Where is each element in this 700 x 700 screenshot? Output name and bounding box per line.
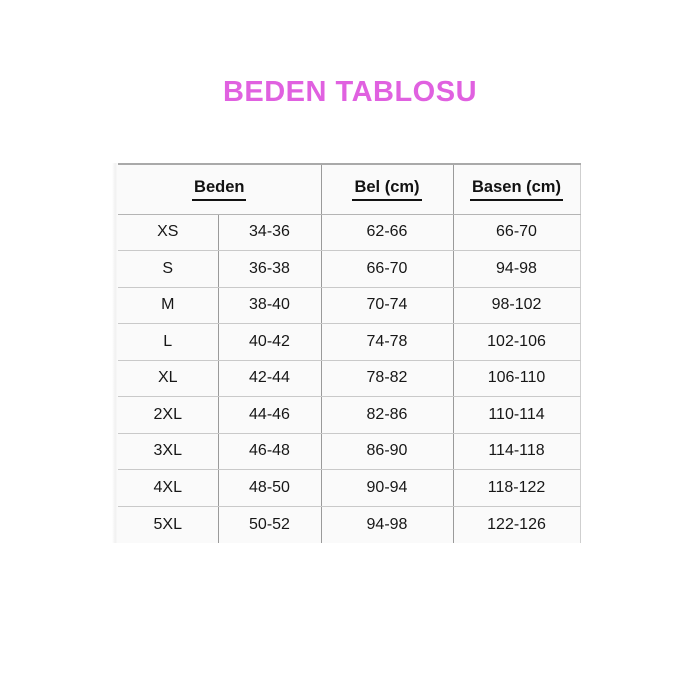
cell-bel: 74-78 (321, 323, 454, 361)
cell-bel: 86-90 (321, 433, 454, 470)
cell-beden: 40-42 (218, 323, 322, 361)
cell-bel: 78-82 (321, 360, 454, 397)
column-header-basen-label: Basen (cm) (470, 177, 563, 202)
table-row: M 38-40 70-74 98-102 (118, 287, 581, 324)
cell-basen: 66-70 (453, 214, 581, 251)
cell-size: 5XL (118, 506, 219, 543)
cell-size: 2XL (118, 396, 219, 434)
table-row: XL 42-44 78-82 106-110 (118, 360, 581, 397)
cell-basen: 106-110 (453, 360, 581, 397)
cell-basen: 110-114 (453, 396, 581, 434)
cell-basen: 122-126 (453, 506, 581, 543)
column-header-bel: Bel (cm) (321, 163, 454, 215)
cell-bel: 62-66 (321, 214, 454, 251)
table-row: 5XL 50-52 94-98 122-126 (118, 506, 581, 543)
column-header-beden-label: Beden (192, 177, 247, 202)
cell-beden: 44-46 (218, 396, 322, 434)
cell-bel: 82-86 (321, 396, 454, 434)
cell-beden: 34-36 (218, 214, 322, 251)
cell-bel: 66-70 (321, 250, 454, 288)
cell-basen: 98-102 (453, 287, 581, 324)
cell-size: M (118, 287, 219, 324)
cell-size: 4XL (118, 469, 219, 507)
table-row: S 36-38 66-70 94-98 (118, 250, 581, 288)
cell-size: 3XL (118, 433, 219, 470)
page-title: BEDEN TABLOSU (222, 76, 478, 108)
cell-basen: 94-98 (453, 250, 581, 288)
table-row: L 40-42 74-78 102-106 (118, 323, 581, 361)
cell-beden: 46-48 (218, 433, 322, 470)
cell-beden: 36-38 (218, 250, 322, 288)
cell-size: XL (118, 360, 219, 397)
column-header-beden: Beden (118, 163, 322, 215)
cell-size: L (118, 323, 219, 361)
cell-bel: 70-74 (321, 287, 454, 324)
table-row: 3XL 46-48 86-90 114-118 (118, 433, 581, 470)
cell-beden: 48-50 (218, 469, 322, 507)
size-chart-table: Beden Bel (cm) Basen (cm) XS 34-36 62-66… (118, 163, 581, 543)
cell-size: XS (118, 214, 219, 251)
cell-beden: 42-44 (218, 360, 322, 397)
column-header-basen: Basen (cm) (453, 163, 581, 215)
table-row: XS 34-36 62-66 66-70 (118, 214, 581, 251)
cell-beden: 50-52 (218, 506, 322, 543)
cell-basen: 102-106 (453, 323, 581, 361)
cell-bel: 94-98 (321, 506, 454, 543)
column-header-bel-label: Bel (cm) (352, 177, 422, 202)
table-row: 4XL 48-50 90-94 118-122 (118, 469, 581, 507)
table-header-row: Beden Bel (cm) Basen (cm) (118, 163, 581, 215)
cell-bel: 90-94 (321, 469, 454, 507)
table-row: 2XL 44-46 82-86 110-114 (118, 396, 581, 434)
size-chart-container: Beden Bel (cm) Basen (cm) XS 34-36 62-66… (112, 163, 581, 543)
cell-basen: 118-122 (453, 469, 581, 507)
cell-size: S (118, 250, 219, 288)
cell-beden: 38-40 (218, 287, 322, 324)
cell-basen: 114-118 (453, 433, 581, 470)
